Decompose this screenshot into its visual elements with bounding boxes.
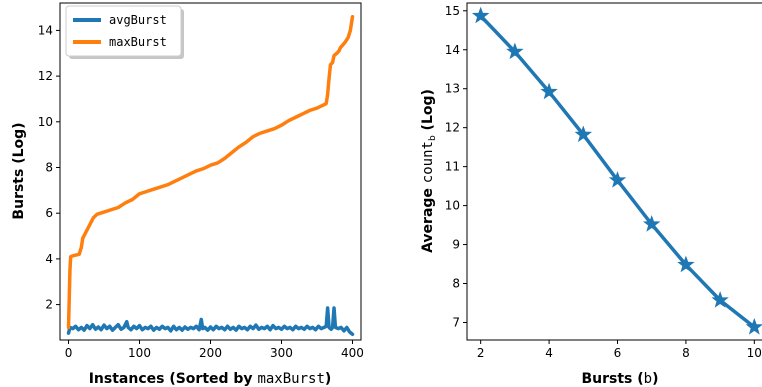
legend: avgBurst maxBurst [65, 5, 184, 59]
left-y-tick-label: 8 [45, 161, 53, 175]
legend-label-maxBurst: maxBurst [109, 35, 167, 49]
right-y-tick-label: 10 [445, 199, 460, 213]
left-y-ticks: 2 4 6 8 10 12 14 [38, 23, 60, 312]
chart-right: 2 4 6 8 10 7 8 9 10 11 12 13 14 15 Bursts (b) Averag… [420, 2, 762, 387]
left-y-axis-label: Bursts (Log) [11, 122, 27, 219]
right-x-axis-label: Bursts (b) [581, 371, 658, 387]
left-x-axis-label: Instances (Sorted by maxBurst) [89, 371, 332, 387]
left-y-tick-label: 2 [45, 298, 53, 312]
right-data-point-0 [471, 6, 490, 24]
right-y-ticks: 7 8 9 10 11 12 13 14 15 [445, 4, 467, 329]
right-x-tick-label: 2 [477, 346, 485, 360]
right-x-tick-label: 8 [682, 346, 690, 360]
chart-left: 0 100 200 300 400 2 4 6 8 10 12 14 Instances (Sort… [11, 2, 364, 387]
right-data-point-1 [506, 42, 524, 60]
left-y-tick-label: 6 [45, 206, 53, 220]
left-x-ticks: 0 100 200 300 400 [65, 340, 364, 360]
legend-label-avgBurst: avgBurst [109, 13, 167, 27]
right-data-point-4 [608, 171, 627, 188]
left-series-line-maxBurst [66, 14, 355, 330]
right-y-tick-label: 14 [445, 43, 460, 57]
right-y-tick-label: 9 [452, 238, 460, 252]
left-x-tick-label: 0 [65, 346, 73, 360]
right-x-tick-label: 10 [747, 346, 762, 360]
right-y-tick-label: 15 [445, 4, 460, 18]
right-y-axis-label: Average countb (Log) [420, 89, 438, 253]
left-series-line-avgBurst [66, 306, 355, 337]
left-series-group [66, 14, 355, 337]
right-data-point-5 [642, 215, 661, 232]
left-y-tick-label: 10 [38, 115, 53, 129]
left-x-tick-label: 300 [270, 346, 293, 360]
right-y-tick-label: 13 [445, 82, 460, 96]
right-data-point-6 [677, 255, 695, 273]
right-x-tick-label: 4 [545, 346, 553, 360]
right-x-ticks: 2 4 6 8 10 [477, 340, 762, 360]
right-data-point-7 [711, 291, 729, 308]
right-x-tick-label: 6 [614, 346, 622, 360]
right-data-point-2 [540, 82, 558, 100]
left-y-tick-label: 14 [38, 23, 53, 37]
left-x-tick-label: 100 [128, 346, 151, 360]
left-y-tick-label: 12 [38, 69, 53, 83]
left-x-tick-label: 400 [341, 346, 364, 360]
right-y-tick-label: 8 [452, 277, 460, 291]
right-data-point-3 [574, 125, 593, 143]
left-y-tick-label: 4 [45, 252, 53, 266]
right-data-point-8 [745, 317, 762, 335]
right-series-group [471, 6, 762, 335]
left-x-tick-label: 200 [199, 346, 222, 360]
right-y-tick-label: 12 [445, 121, 460, 135]
right-y-tick-label: 7 [452, 315, 460, 329]
right-y-tick-label: 11 [445, 160, 460, 174]
